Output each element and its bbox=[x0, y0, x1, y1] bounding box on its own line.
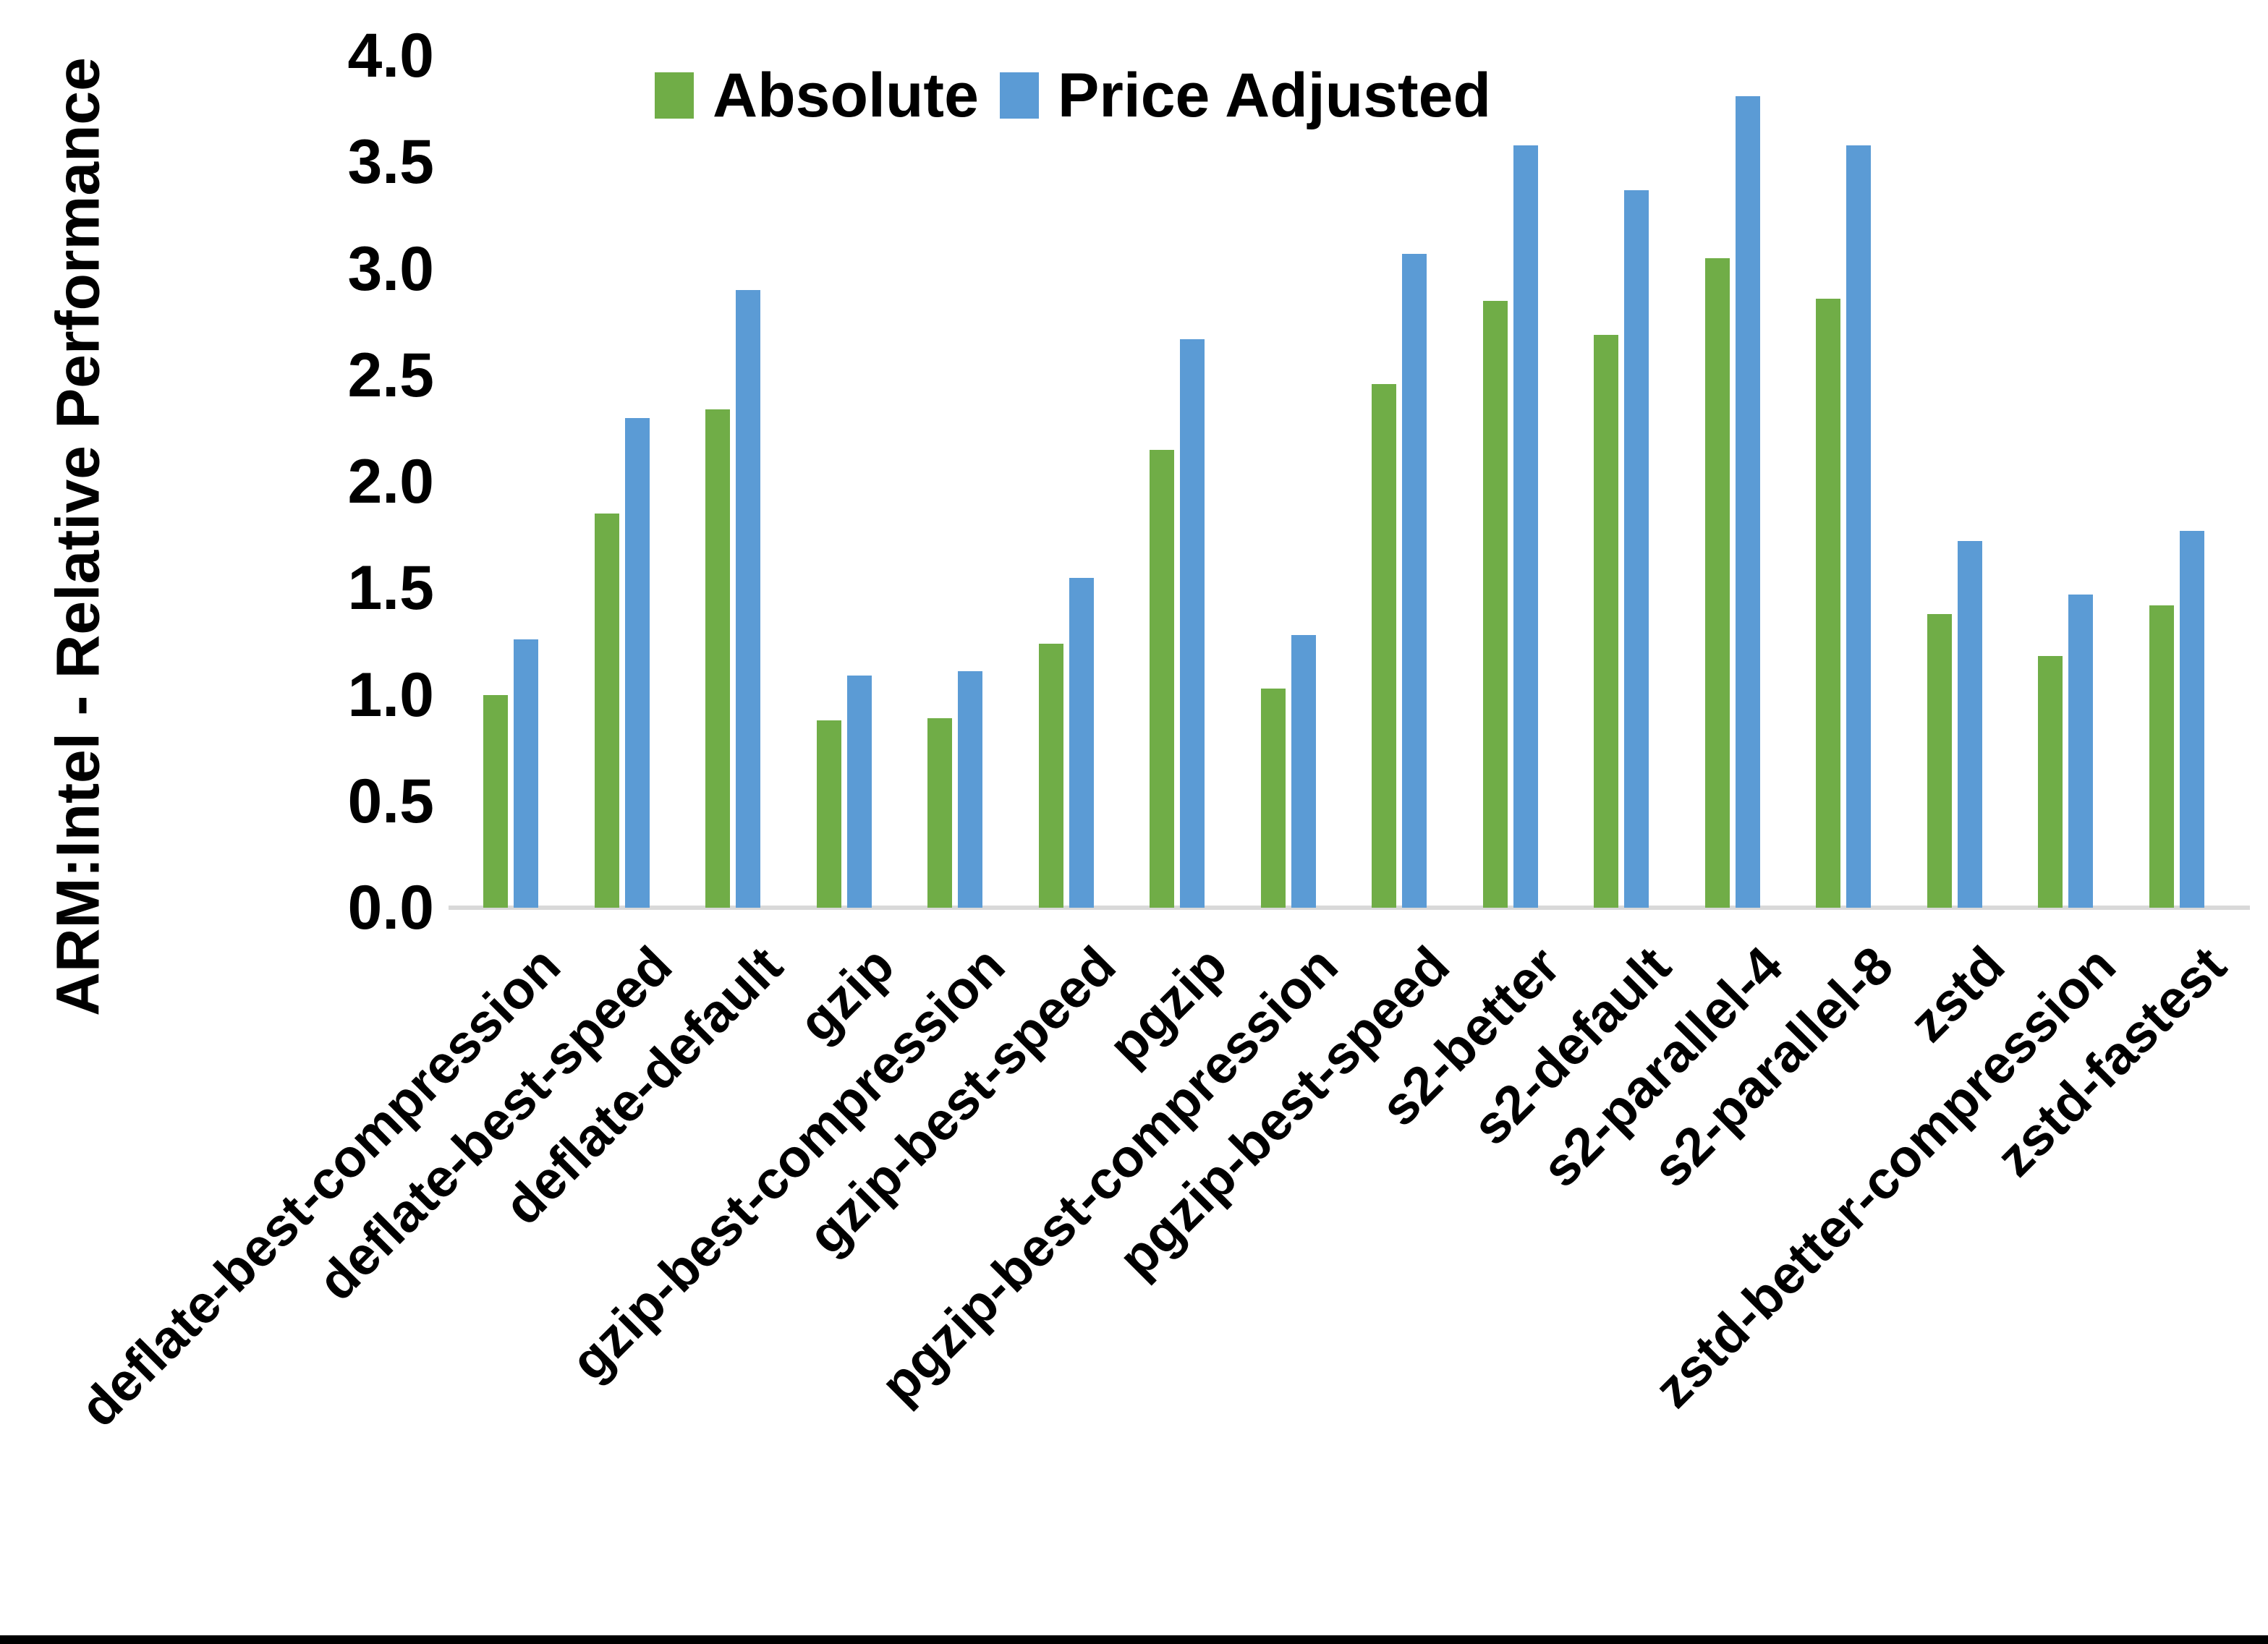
bar-absolute-gzip-best-compression bbox=[927, 717, 952, 908]
y-tick-label: 1.5 bbox=[347, 553, 434, 623]
y-tick-label: 3.5 bbox=[347, 127, 434, 197]
bar-price-adjusted-deflate-default bbox=[736, 289, 760, 908]
bar-absolute-pgzip-best-speed bbox=[1372, 383, 1396, 908]
legend-item-absolute: Absolute bbox=[655, 61, 979, 130]
bar-price-adjusted-zstd-fastest bbox=[2179, 530, 2204, 908]
y-tick-label: 2.0 bbox=[347, 447, 434, 516]
bar-price-adjusted-pgzip bbox=[1180, 338, 1205, 908]
bar-price-adjusted-gzip bbox=[846, 675, 872, 908]
bar-price-adjusted-s2-better bbox=[1513, 145, 1538, 908]
legend-item-price-adjusted: Price Adjusted bbox=[1000, 61, 1491, 130]
bar-price-adjusted-s2-parallel-8 bbox=[1846, 145, 1871, 908]
y-tick-label: 0.5 bbox=[347, 766, 434, 836]
bar-absolute-pgzip bbox=[1150, 449, 1174, 908]
legend-swatch-icon bbox=[1000, 72, 1039, 119]
legend-label: Price Adjusted bbox=[1058, 61, 1491, 130]
bar-absolute-deflate-best-speed bbox=[594, 514, 619, 908]
bar-absolute-zstd-better-compression bbox=[2038, 656, 2063, 908]
y-axis-title: ARM:Intel - Relative Performance bbox=[43, 57, 112, 1016]
bar-absolute-pgzip-best-compression bbox=[1260, 688, 1286, 908]
y-tick-label: 4.0 bbox=[347, 21, 434, 90]
legend: Absolute Price Adjusted bbox=[0, 61, 2268, 130]
bar-absolute-s2-default bbox=[1594, 334, 1618, 908]
bar-absolute-gzip bbox=[816, 720, 841, 908]
bar-price-adjusted-s2-parallel-4 bbox=[1735, 95, 1760, 908]
bar-absolute-deflate-default bbox=[705, 409, 730, 908]
bar-price-adjusted-gzip-best-compression bbox=[958, 671, 982, 908]
bar-absolute-zstd-fastest bbox=[2149, 605, 2174, 908]
bar-absolute-s2-parallel-4 bbox=[1704, 257, 1730, 908]
bar-absolute-deflate-best-compression bbox=[483, 694, 508, 908]
bar-absolute-zstd bbox=[1927, 613, 1952, 908]
y-tick-label: 2.5 bbox=[347, 340, 434, 410]
bottom-border bbox=[0, 1635, 2268, 1644]
y-tick-label: 1.0 bbox=[347, 660, 434, 730]
bar-price-adjusted-s2-default bbox=[1624, 189, 1649, 908]
bar-price-adjusted-pgzip-best-speed bbox=[1402, 253, 1427, 908]
bar-absolute-gzip-best-speed bbox=[1038, 643, 1063, 908]
bar-price-adjusted-zstd bbox=[1957, 541, 1982, 908]
bar-absolute-s2-parallel-8 bbox=[1816, 298, 1840, 908]
x-tick-label-deflate-best-compression: deflate-best-compression bbox=[68, 934, 572, 1439]
legend-label: Absolute bbox=[713, 61, 979, 130]
bar-price-adjusted-pgzip-best-compression bbox=[1291, 635, 1316, 908]
bar-price-adjusted-deflate-best-speed bbox=[624, 417, 650, 908]
y-tick-label: 0.0 bbox=[347, 873, 434, 942]
bar-absolute-s2-better bbox=[1482, 300, 1508, 908]
bar-price-adjusted-deflate-best-compression bbox=[514, 639, 538, 908]
bar-price-adjusted-gzip-best-speed bbox=[1069, 577, 1094, 908]
y-tick-label: 3.0 bbox=[347, 234, 434, 304]
legend-swatch-icon bbox=[655, 72, 694, 119]
x-axis-line bbox=[449, 906, 2250, 910]
bar-price-adjusted-zstd-better-compression bbox=[2068, 595, 2093, 908]
